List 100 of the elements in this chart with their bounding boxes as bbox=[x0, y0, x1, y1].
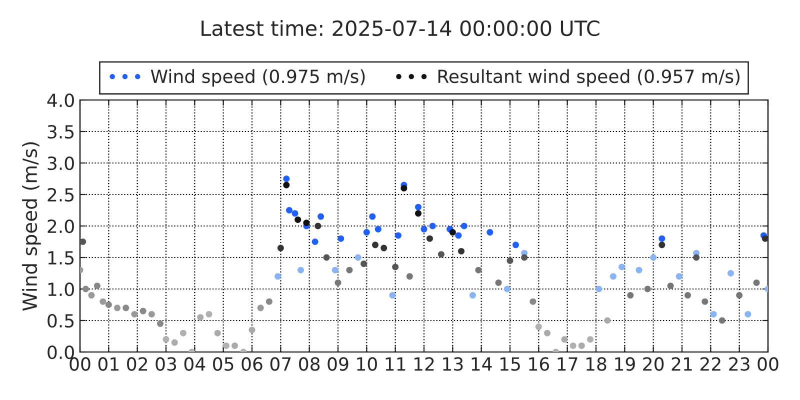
point bbox=[506, 257, 514, 264]
point bbox=[323, 254, 330, 261]
y-tick-label: 1.0 bbox=[48, 282, 74, 296]
point bbox=[346, 266, 353, 274]
x-tick-label: 00 bbox=[758, 357, 778, 371]
x-tick-label: 16 bbox=[529, 357, 550, 371]
point bbox=[380, 244, 388, 252]
x-tick-label: 00 bbox=[70, 357, 90, 371]
point bbox=[114, 304, 121, 312]
point bbox=[618, 264, 626, 270]
x-tick-label: 03 bbox=[156, 357, 176, 371]
point bbox=[449, 229, 456, 236]
point bbox=[744, 310, 752, 318]
point bbox=[693, 254, 700, 261]
x-tick-label: 20 bbox=[643, 357, 664, 371]
y-axis-title: Wind speed (m/s) bbox=[22, 142, 41, 311]
chart-title: Latest time: 2025-07-14 00:00:00 UTC bbox=[202, 20, 600, 36]
point bbox=[363, 229, 370, 236]
point bbox=[222, 342, 230, 349]
x-tick-label: 04 bbox=[184, 357, 206, 371]
point bbox=[762, 235, 768, 242]
point bbox=[429, 222, 436, 230]
point bbox=[426, 235, 433, 242]
y-tick-label: 2.5 bbox=[48, 188, 74, 202]
point bbox=[369, 213, 376, 220]
point bbox=[197, 314, 204, 321]
point bbox=[658, 242, 666, 248]
point bbox=[314, 222, 322, 230]
point bbox=[684, 292, 691, 299]
point bbox=[392, 264, 399, 270]
point bbox=[294, 216, 302, 223]
point bbox=[286, 206, 293, 214]
y-tick-label: 3.0 bbox=[48, 156, 74, 170]
point bbox=[544, 330, 551, 336]
point bbox=[303, 220, 310, 226]
point bbox=[374, 226, 382, 232]
point bbox=[297, 266, 304, 274]
point bbox=[82, 286, 89, 292]
point bbox=[736, 292, 743, 299]
point bbox=[415, 204, 422, 210]
x-tick-label: 11 bbox=[386, 357, 406, 371]
point bbox=[627, 292, 634, 299]
point bbox=[338, 235, 344, 242]
point bbox=[332, 266, 338, 274]
point bbox=[504, 286, 510, 292]
point bbox=[570, 342, 576, 349]
point bbox=[521, 254, 528, 261]
point bbox=[162, 336, 170, 343]
point bbox=[334, 279, 342, 286]
point bbox=[578, 342, 585, 349]
point bbox=[753, 279, 760, 286]
point bbox=[587, 336, 594, 343]
y-tick-label: 0.0 bbox=[48, 345, 74, 360]
point bbox=[702, 298, 708, 305]
point bbox=[292, 210, 298, 217]
point bbox=[257, 304, 264, 312]
y-tick-label: 1.5 bbox=[48, 251, 74, 265]
point bbox=[105, 301, 112, 308]
point bbox=[360, 260, 368, 268]
point bbox=[312, 238, 318, 246]
x-tick-label: 10 bbox=[357, 357, 377, 371]
y-tick-label: 2.0 bbox=[48, 219, 74, 234]
point bbox=[512, 242, 519, 248]
point bbox=[710, 310, 717, 318]
x-tick-label: 23 bbox=[729, 357, 750, 371]
legend-label: Resultant wind speed (0.957 m/s) bbox=[438, 69, 740, 87]
point bbox=[171, 339, 178, 346]
x-tick-label: 14 bbox=[472, 357, 492, 371]
point bbox=[596, 286, 602, 292]
point bbox=[650, 254, 657, 261]
point bbox=[495, 279, 502, 286]
point bbox=[88, 292, 95, 299]
point bbox=[318, 213, 324, 220]
y-tick-label: 4.0 bbox=[47, 93, 74, 108]
point bbox=[131, 310, 138, 318]
point bbox=[604, 317, 611, 324]
point bbox=[535, 324, 542, 330]
x-tick-label: 18 bbox=[586, 357, 606, 371]
point bbox=[415, 210, 422, 217]
point bbox=[394, 232, 402, 239]
x-tick-label: 06 bbox=[242, 357, 262, 371]
point bbox=[232, 342, 238, 349]
x-tick-label: 22 bbox=[700, 357, 720, 371]
point bbox=[80, 238, 86, 246]
point bbox=[475, 266, 482, 274]
x-tick-label: 07 bbox=[270, 357, 291, 371]
point bbox=[214, 330, 221, 336]
point bbox=[266, 298, 272, 305]
x-tick-label: 09 bbox=[328, 357, 348, 371]
point bbox=[248, 326, 256, 334]
x-tick-label: 01 bbox=[98, 357, 118, 371]
point bbox=[727, 270, 734, 277]
point bbox=[469, 292, 476, 299]
point bbox=[372, 242, 379, 248]
point bbox=[206, 310, 212, 318]
x-tick-label: 15 bbox=[500, 357, 520, 371]
point bbox=[658, 235, 666, 242]
point bbox=[610, 273, 616, 280]
point bbox=[283, 182, 290, 188]
point bbox=[157, 320, 164, 327]
